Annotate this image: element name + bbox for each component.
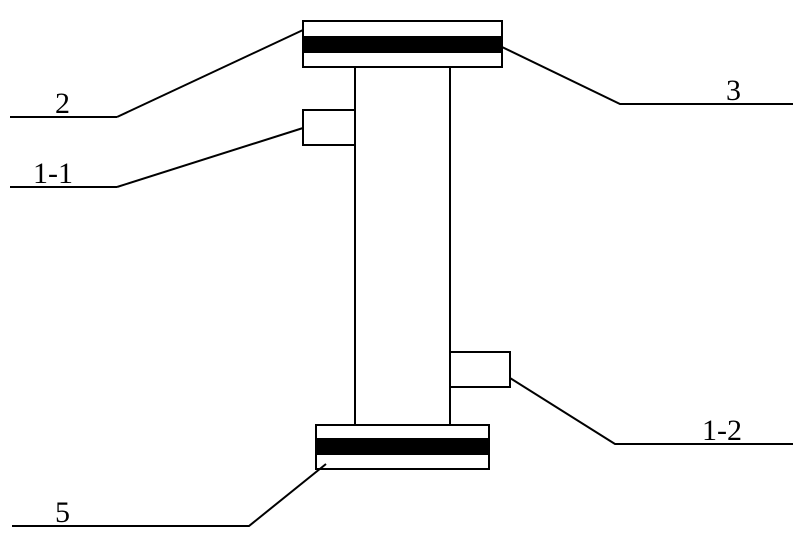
leader-l3 [502, 47, 693, 104]
label-l2: 2 [55, 87, 70, 120]
right-nub [450, 352, 510, 387]
leader-l5 [117, 464, 326, 526]
top-flange-stripe [303, 36, 502, 53]
label-l1_1: 1-1 [33, 157, 73, 190]
column [355, 66, 450, 426]
bottom-flange-stripe [316, 438, 489, 455]
label-l5: 5 [55, 496, 70, 529]
leader-l2 [117, 30, 303, 117]
leader-l1_2 [510, 378, 693, 444]
leader-l1_1 [117, 128, 303, 187]
label-l1_2: 1-2 [702, 414, 742, 447]
left-nub [303, 110, 355, 145]
label-l3: 3 [726, 74, 741, 107]
